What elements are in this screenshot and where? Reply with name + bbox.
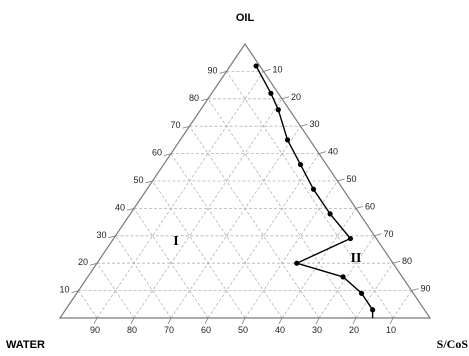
axis-tick-labels: 90 10 90 80 20 80 70 30 70 60 40 60 50 50 50 40 60 40 30 70…: [59, 64, 430, 335]
grid-line-water: [115, 235, 172, 319]
grid-line-scos: [244, 180, 338, 319]
boundary-point: [253, 63, 259, 69]
phase-boundary-curve: [253, 63, 376, 318]
boundary-point: [327, 211, 333, 217]
grid-line-water: [78, 290, 98, 319]
tick-left: [71, 290, 79, 293]
tick-right: [300, 123, 308, 127]
vertex-label-oil: OIL: [236, 12, 255, 24]
boundary-point: [370, 307, 376, 313]
boundary-point: [268, 90, 274, 96]
tick-label-left: 60: [152, 148, 162, 158]
grid-line-scos: [355, 262, 394, 319]
grid-line-water: [96, 262, 135, 319]
tick-bottom: [93, 317, 98, 325]
tick-bottom: [278, 317, 283, 325]
vertex-label-water: WATER: [6, 339, 45, 351]
grid-line-water: [152, 180, 246, 319]
tick-label-bottom: 40: [275, 325, 285, 335]
tick-label-bottom: 60: [201, 325, 211, 335]
tick-label-right: 60: [365, 201, 375, 211]
tick-bottom: [315, 317, 320, 325]
grid-line-scos: [392, 290, 412, 319]
tick-left: [108, 235, 116, 239]
tick-right: [355, 206, 364, 209]
tick-left: [182, 125, 190, 129]
tick-label-right: 80: [402, 256, 412, 266]
tick-bottom: [241, 317, 246, 325]
tick-left: [89, 262, 98, 266]
tick-label-left: 90: [207, 65, 217, 75]
boundary-point: [284, 137, 291, 143]
tick-left: [163, 153, 172, 156]
tick-left: [219, 71, 227, 74]
grid-line-scos: [170, 125, 301, 319]
tick-right: [263, 69, 271, 72]
tick-right: [374, 233, 382, 237]
tick-label-bottom: 10: [386, 325, 396, 335]
tick-label-right: 40: [328, 147, 338, 157]
grid-line-scos: [96, 71, 264, 319]
tick-left: [126, 208, 135, 211]
tick-label-left: 10: [59, 285, 69, 295]
tick-label-bottom: 90: [90, 325, 100, 335]
boundary-point: [310, 186, 317, 192]
ternary-grid: [78, 71, 412, 319]
tick-label-right: 30: [310, 119, 320, 129]
grid-line-scos: [281, 208, 357, 319]
boundary-point: [297, 161, 304, 168]
tick-left: [145, 180, 153, 184]
grid-line-water: [226, 71, 394, 319]
tick-right: [392, 260, 401, 264]
tick-bottom: [167, 317, 172, 325]
boundary-line: [255, 65, 374, 318]
region-label-two: II: [351, 251, 362, 266]
tick-label-left: 70: [170, 120, 180, 130]
tick-label-right: 20: [291, 92, 301, 102]
boundary-point: [340, 274, 346, 280]
boundary-point: [347, 235, 354, 242]
tick-right: [281, 96, 290, 100]
tick-bottom: [130, 317, 135, 325]
tick-label-right: 90: [421, 284, 431, 294]
tick-right: [318, 151, 327, 154]
vertex-label-scos: S/CoS: [437, 337, 469, 351]
tick-bottom: [389, 317, 394, 325]
tick-label-left: 30: [96, 230, 106, 240]
boundary-point: [294, 260, 300, 266]
grid-line-water: [189, 125, 320, 319]
region-label-one: I: [173, 234, 178, 249]
tick-label-bottom: 80: [127, 325, 137, 335]
tick-bottom: [352, 317, 357, 325]
tick-label-bottom: 50: [238, 325, 248, 335]
tick-label-right: 70: [384, 229, 394, 239]
tick-left: [200, 98, 209, 102]
boundary-point: [358, 290, 365, 296]
tick-label-bottom: 70: [164, 325, 174, 335]
tick-label-left: 50: [133, 175, 143, 185]
tick-bottom: [204, 317, 209, 325]
grid-line-water: [133, 208, 209, 319]
tick-right: [337, 178, 345, 182]
tick-label-bottom: 20: [349, 325, 359, 335]
tick-label-right: 50: [347, 174, 357, 184]
boundary-point: [275, 107, 281, 113]
tick-label-left: 20: [78, 257, 88, 267]
axis-ticks: [71, 69, 419, 325]
tick-right: [411, 288, 419, 291]
tick-label-left: 40: [115, 202, 125, 212]
tick-label-bottom: 30: [312, 325, 322, 335]
grid-line-scos: [318, 235, 375, 319]
tick-label-left: 80: [189, 93, 199, 103]
tick-label-right: 10: [273, 64, 283, 74]
